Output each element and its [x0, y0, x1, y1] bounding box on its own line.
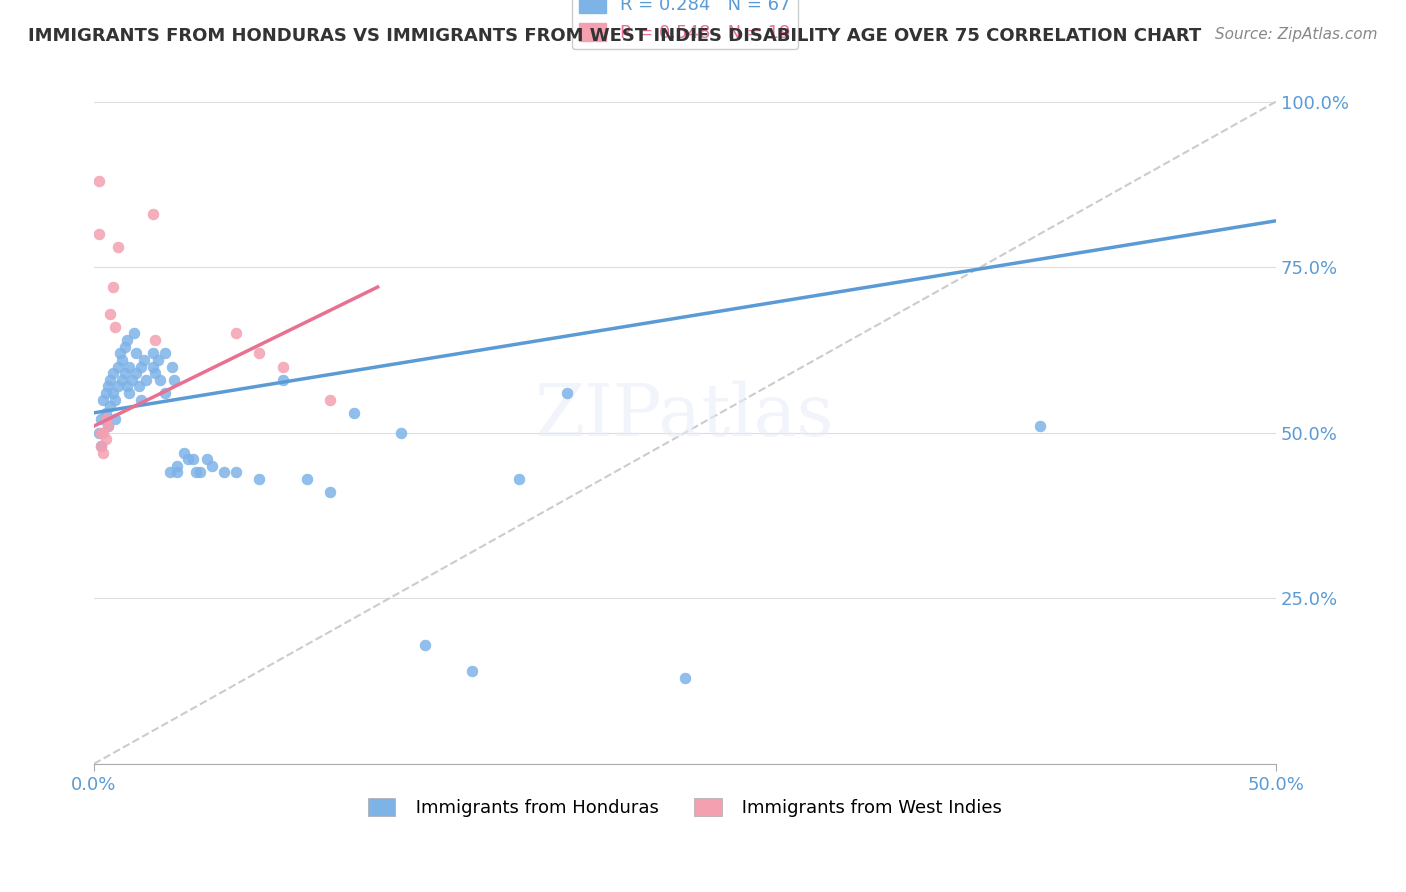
Point [97, 379, 120, 393]
Point [132, 352, 155, 367]
Point [389, 425, 412, 440]
Point [225, 326, 247, 341]
Point [125, 346, 148, 360]
Point [87, 227, 110, 241]
Point [249, 472, 271, 486]
Point [201, 458, 224, 473]
Point [108, 346, 131, 360]
Point [319, 392, 342, 407]
Point [177, 452, 200, 467]
Point [508, 472, 530, 486]
Point [90, 425, 112, 440]
Point [97, 419, 120, 434]
Point [97, 419, 120, 434]
Point [181, 452, 204, 467]
Point [249, 346, 271, 360]
Point [145, 333, 167, 347]
Text: IMMIGRANTS FROM HONDURAS VS IMMIGRANTS FROM WEST INDIES DISABILITY AGE OVER 75 C: IMMIGRANTS FROM HONDURAS VS IMMIGRANTS F… [28, 27, 1201, 45]
Point [107, 379, 129, 393]
Point [87, 174, 110, 188]
Point [107, 240, 129, 254]
Point [100, 373, 122, 387]
Point [295, 472, 318, 486]
Point [142, 346, 165, 360]
Point [225, 466, 247, 480]
Point [100, 399, 122, 413]
Point [413, 638, 436, 652]
Point [114, 340, 136, 354]
Point [94, 406, 117, 420]
Point [104, 392, 127, 407]
Point [142, 207, 165, 221]
Point [107, 359, 129, 374]
Point [118, 386, 141, 401]
Point [101, 366, 124, 380]
Point [115, 379, 138, 393]
Point [104, 319, 127, 334]
Point [90, 412, 112, 426]
Point [93, 445, 115, 459]
Point [153, 346, 176, 360]
Point [114, 366, 136, 380]
Point [188, 466, 211, 480]
Point [149, 373, 172, 387]
Point [111, 352, 134, 367]
Point [118, 359, 141, 374]
Point [461, 664, 484, 678]
Point [94, 412, 117, 426]
Point [104, 412, 127, 426]
Point [93, 425, 115, 440]
Point [128, 379, 150, 393]
Point [212, 466, 235, 480]
Text: ZIPatlas: ZIPatlas [536, 381, 835, 451]
Point [673, 671, 696, 685]
Point [129, 359, 152, 374]
Point [122, 326, 145, 341]
Point [159, 466, 181, 480]
Point [555, 386, 578, 401]
Legend:  Immigrants from Honduras,  Immigrants from West Indies: Immigrants from Honduras, Immigrants fro… [361, 790, 1010, 824]
Point [173, 445, 195, 459]
Point [153, 386, 176, 401]
Point [90, 439, 112, 453]
Point [129, 392, 152, 407]
Point [163, 373, 186, 387]
Text: Source: ZipAtlas.com: Source: ZipAtlas.com [1215, 27, 1378, 42]
Point [94, 386, 117, 401]
Point [271, 359, 294, 374]
Point [1028, 419, 1050, 434]
Point [142, 359, 165, 374]
Point [121, 373, 143, 387]
Point [87, 425, 110, 440]
Point [319, 485, 342, 500]
Point [145, 366, 167, 380]
Point [135, 373, 157, 387]
Point [101, 280, 124, 294]
Point [166, 466, 188, 480]
Point [101, 386, 124, 401]
Point [115, 333, 138, 347]
Point [197, 452, 219, 467]
Point [94, 433, 117, 447]
Point [100, 306, 122, 320]
Point [125, 366, 148, 380]
Point [111, 373, 134, 387]
Point [166, 458, 188, 473]
Point [146, 352, 169, 367]
Point [90, 439, 112, 453]
Point [184, 466, 207, 480]
Point [93, 392, 115, 407]
Point [271, 373, 294, 387]
Point [160, 359, 183, 374]
Point [343, 406, 366, 420]
